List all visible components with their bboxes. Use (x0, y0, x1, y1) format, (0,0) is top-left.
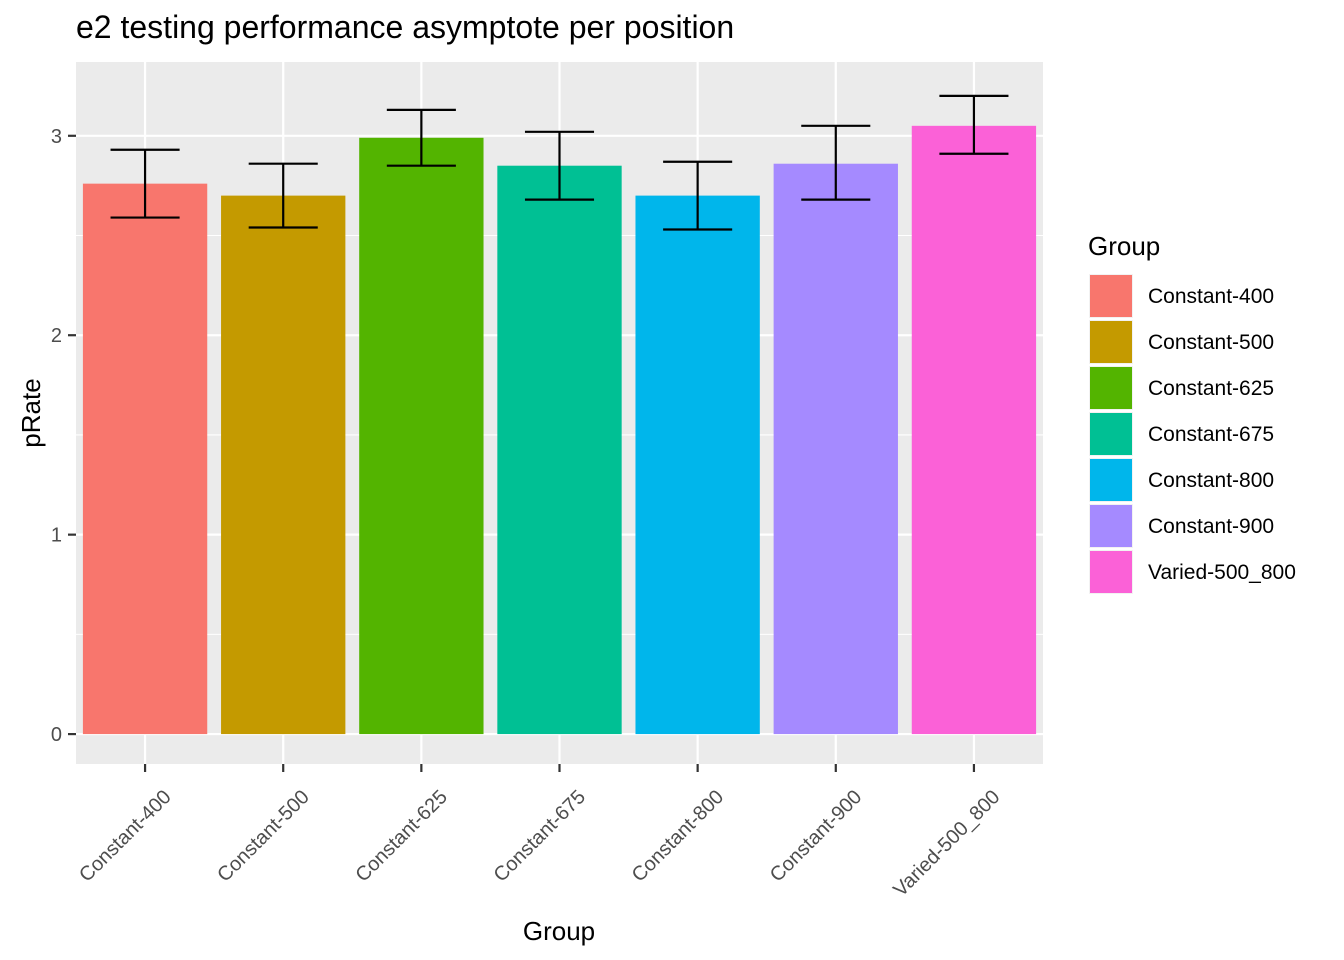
bar (635, 195, 760, 735)
y-tick-label: 3 (51, 126, 62, 148)
legend-label: Varied-500_800 (1148, 561, 1296, 584)
x-tick-label: Constant-500 (213, 786, 313, 886)
legend-item: Constant-400 (1087, 272, 1274, 320)
error-bar (524, 130, 595, 201)
legend-item: Constant-675 (1087, 410, 1274, 458)
x-tick-label: Constant-675 (490, 786, 590, 886)
y-tick-label: 1 (51, 525, 62, 547)
legend: Group Constant-400 Constant-500 Constant-6… (1087, 231, 1296, 596)
error-bar (248, 162, 318, 229)
legend-swatch (1090, 551, 1132, 593)
legend-swatch (1090, 505, 1132, 547)
x-tick-label: Varied-500_800 (889, 786, 1004, 901)
y-axis-title: pRate (16, 378, 46, 447)
legend-items: Constant-400 Constant-500 Constant-625 Cons… (1087, 272, 1296, 596)
legend-label: Constant-900 (1148, 515, 1274, 538)
legend-label: Constant-675 (1148, 423, 1274, 446)
y-tick-label: 0 (51, 724, 62, 746)
x-tick-label: Constant-625 (351, 786, 451, 886)
y-axis: 0 1 2 3 (51, 126, 76, 746)
legend-item: Varied-500_800 (1087, 548, 1296, 596)
y-tick-label: 2 (51, 325, 62, 347)
bar (221, 195, 346, 735)
error-bar (110, 148, 180, 219)
legend-label: Constant-500 (1148, 331, 1274, 354)
legend-label: Constant-800 (1148, 469, 1274, 492)
error-bar (663, 160, 733, 231)
legend-title: Group (1088, 231, 1160, 261)
legend-item: Constant-625 (1087, 364, 1274, 412)
x-tick-label: Constant-400 (75, 786, 175, 886)
legend-swatch (1090, 459, 1132, 501)
legend-item: Constant-800 (1087, 456, 1274, 504)
bar (911, 125, 1037, 735)
bar (359, 137, 484, 735)
legend-item: Constant-900 (1087, 502, 1274, 550)
bar (82, 183, 208, 735)
chart-title: e2 testing performance asymptote per pos… (76, 9, 734, 45)
bars (82, 125, 1037, 735)
legend-label: Constant-400 (1148, 285, 1274, 308)
legend-swatch (1090, 321, 1132, 363)
x-tick-label: Constant-900 (766, 786, 866, 886)
bar (497, 165, 622, 735)
legend-item: Constant-500 (1087, 318, 1274, 366)
error-bar (801, 124, 871, 201)
legend-swatch (1090, 367, 1132, 409)
legend-label: Constant-625 (1148, 377, 1274, 400)
x-axis: Constant-400 Constant-500 Constant-625 Cons… (75, 764, 1004, 901)
legend-swatch (1090, 275, 1132, 317)
legend-swatch (1090, 413, 1132, 455)
bar (773, 163, 898, 735)
error-bar (939, 94, 1009, 155)
error-bar (386, 108, 456, 167)
error-bars (110, 94, 1009, 231)
x-tick-label: Constant-800 (628, 786, 728, 886)
x-axis-title: Group (523, 916, 595, 946)
